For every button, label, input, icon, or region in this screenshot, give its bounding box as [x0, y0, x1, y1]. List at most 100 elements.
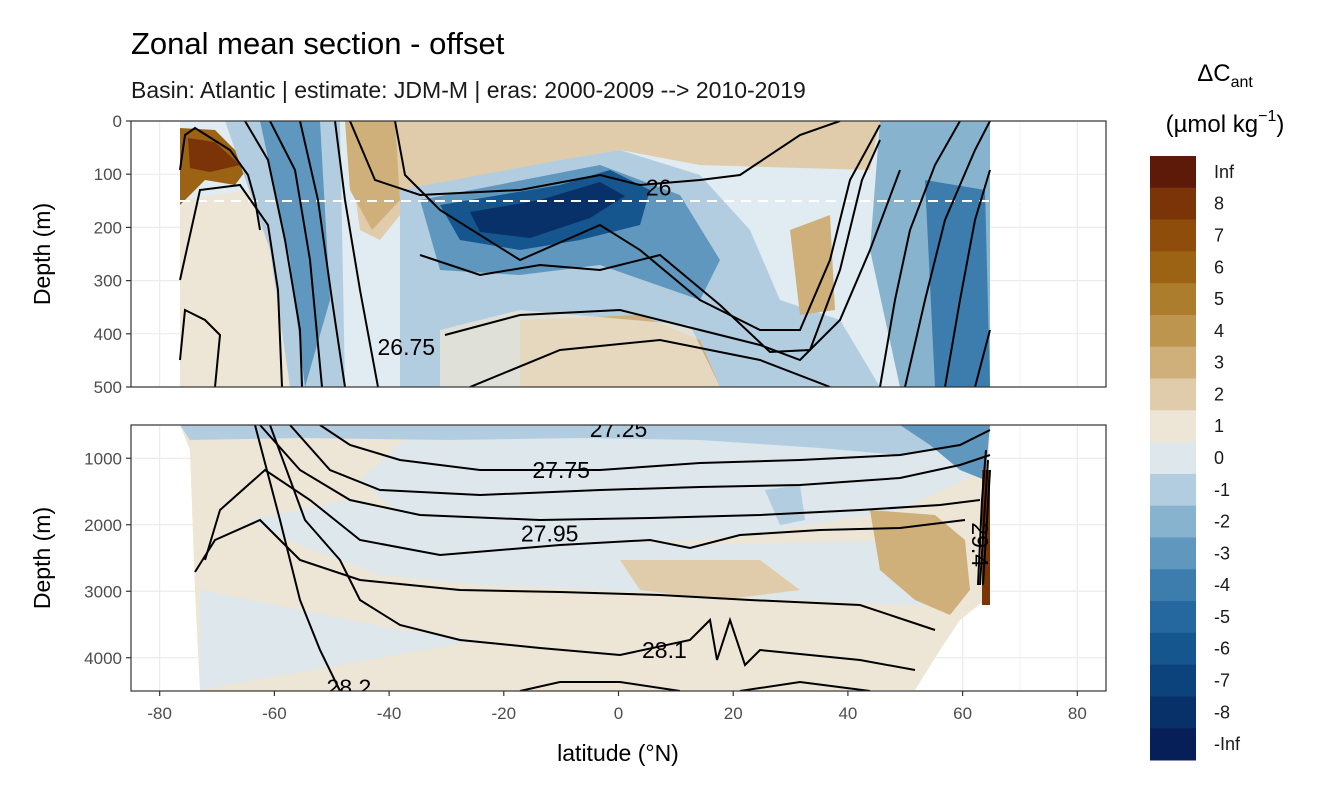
contour-label: 29.4: [967, 522, 993, 567]
upper-dark-brown-core: [188, 138, 240, 172]
y-tick-label: 100: [94, 165, 122, 184]
x-tick-label: 80: [1068, 704, 1087, 723]
upper-panel: 26 26.75 0 100 200 300 400 500: [94, 112, 1107, 397]
upper-y-axis: 0 100 200 300 400 500: [94, 112, 131, 397]
lower-field: [180, 425, 991, 691]
legend-color-swatch: [1150, 410, 1196, 443]
chart-title: Zonal mean section - offset: [131, 26, 505, 61]
legend-color-swatch: [1150, 378, 1196, 411]
legend-color-swatch: [1150, 632, 1196, 666]
legend-title: ΔCant: [1197, 60, 1253, 91]
contour-label: 27.95: [521, 520, 579, 546]
upper-darkest-blue-core: [470, 182, 625, 238]
lower-contour-line: [194, 518, 936, 631]
legend-color-swatch: [1150, 346, 1196, 380]
lower-contour-line: [259, 425, 981, 522]
legend-unit-main: (µmol kg: [1166, 111, 1259, 138]
legend-tick-label: 7: [1214, 225, 1224, 245]
lower-blue-surface-east: [900, 425, 990, 480]
lower-contour-line: [204, 468, 966, 561]
upper-contour-line: [179, 126, 261, 231]
legend-color-swatch: [1150, 537, 1196, 570]
x-tick-label: 60: [953, 704, 972, 723]
legend-tick-label: 4: [1214, 321, 1224, 341]
legend-color-swatch: [1150, 664, 1196, 697]
lower-contour-line: [977, 449, 987, 586]
lower-y-axis: 1000 2000 3000 4000: [84, 449, 131, 668]
x-tick-label: -80: [147, 704, 172, 723]
contour-label: 26.75: [378, 334, 436, 360]
color-legend: ΔCant (µmol kg−1) Inf 8 7 6 5 4 3 2 1 0 -1 -2 -3 -4 -5…: [1150, 60, 1284, 761]
legend-unit-superscript: −1: [1258, 108, 1276, 125]
lower-contours: [194, 425, 991, 691]
upper-panel-border: [130, 120, 1107, 388]
lower-contour-line: [254, 425, 341, 691]
upper-tan-surface-band: [345, 121, 880, 240]
legend-tick-label: 1: [1214, 416, 1224, 436]
upper-contour-line: [879, 121, 961, 387]
y-tick-label: 200: [94, 218, 122, 237]
legend-unit: (µmol kg−1): [1166, 108, 1285, 138]
legend-tick-label: -5: [1214, 607, 1230, 627]
upper-contour-line: [974, 329, 991, 387]
legend-title-main: ΔC: [1197, 60, 1230, 87]
x-tick-label: 40: [838, 704, 857, 723]
legend-color-swatch: [1150, 473, 1196, 507]
x-tick-label: -60: [262, 704, 287, 723]
legend-tick-label: -3: [1214, 543, 1230, 563]
legend-tick-label: -4: [1214, 575, 1230, 595]
upper-contour-line: [299, 121, 346, 387]
upper-contour-line: [944, 169, 991, 387]
x-axis: -80 -60 -40 -20 0 20 40 60 80: [147, 691, 1087, 723]
y-tick-label: 3000: [84, 582, 122, 601]
legend-color-swatch: [1150, 219, 1196, 252]
lower-contour-line: [319, 425, 991, 471]
upper-contour-line: [244, 121, 303, 387]
legend-tick-label: 6: [1214, 257, 1224, 277]
x-tick-label: -40: [377, 704, 402, 723]
upper-contour-line: [469, 338, 831, 387]
x-tick-label: -20: [492, 704, 517, 723]
lower-tan-patch-mid: [620, 560, 800, 600]
legend-tick-label: 0: [1214, 448, 1224, 468]
upper-contour-line: [904, 121, 991, 387]
legend-color-swatch: [1150, 696, 1196, 729]
contour-label: 27.25: [590, 416, 648, 442]
lower-contour-line: [289, 425, 991, 497]
upper-contour-line: [394, 121, 881, 331]
y-tick-label: 0: [113, 112, 122, 131]
y-axis-title-upper: Depth (m): [29, 203, 55, 305]
y-tick-label: 4000: [84, 649, 122, 668]
upper-contour-line: [419, 139, 881, 354]
y-tick-label: 2000: [84, 516, 122, 535]
contour-label: 28.1: [642, 637, 687, 663]
upper-contour-line: [444, 169, 901, 362]
contour-label: 28.2: [327, 675, 372, 701]
legend-color-swatch: [1150, 505, 1196, 538]
legend-tick-label: Inf: [1214, 162, 1235, 182]
lower-blue-patch-east: [765, 485, 805, 525]
upper-blue-core-west: [260, 121, 330, 387]
y-tick-label: 1000: [84, 449, 122, 468]
legend-tick-label: -Inf: [1214, 734, 1241, 754]
legend-tick-label: 5: [1214, 289, 1224, 309]
y-axis-title-lower: Depth (m): [29, 507, 55, 609]
upper-tan-patch-east: [790, 215, 835, 315]
x-axis-title: latitude (°N): [557, 740, 679, 766]
legend-tick-label: -6: [1214, 639, 1230, 659]
y-tick-label: 400: [94, 325, 122, 344]
contour-label: 27.75: [532, 457, 590, 483]
legend-color-swatch: [1150, 187, 1196, 221]
y-tick-label: 500: [94, 378, 122, 397]
lower-contour-line: [519, 681, 681, 691]
legend-tick-label: -2: [1214, 512, 1230, 532]
x-tick-label: 0: [614, 704, 623, 723]
x-tick-label: 20: [724, 704, 743, 723]
legend-color-swatch: [1150, 442, 1196, 475]
legend-tick-label: -1: [1214, 480, 1230, 500]
upper-contours: [179, 121, 991, 387]
legend-color-swatch: [1150, 569, 1196, 602]
lower-blue-surface-band: [180, 425, 990, 455]
